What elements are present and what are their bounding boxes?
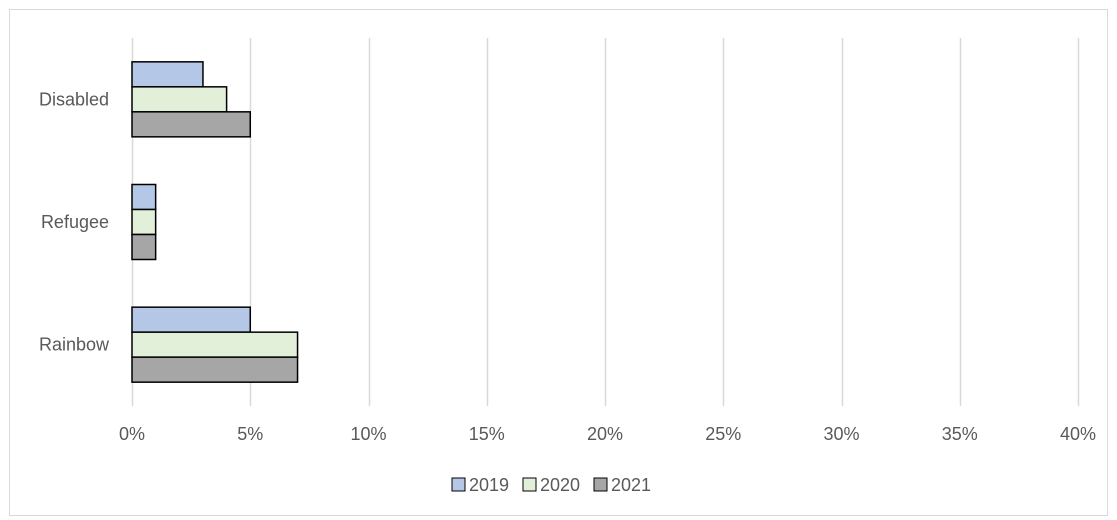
x-tick-label-20: 20% — [587, 424, 623, 444]
x-axis-tick-labels: 0% 5% 10% 15% 20% 25% 30% 35% 40% — [119, 424, 1096, 444]
x-tick-label-5: 5% — [237, 424, 263, 444]
bar-refugee-2021 — [131, 233, 157, 261]
x-tick-label-10: 10% — [350, 424, 386, 444]
category-label-disabled: Disabled — [39, 89, 109, 109]
category-labels: Disabled Refugee Rainbow — [39, 89, 110, 354]
bar-refugee-2019 — [131, 183, 157, 211]
bar-disabled-2019 — [131, 61, 204, 88]
x-tick-label-25: 25% — [705, 424, 741, 444]
legend-label-2021: 2021 — [611, 475, 651, 495]
category-label-refugee: Refugee — [41, 212, 109, 232]
bars — [131, 61, 299, 383]
legend-label-2019: 2019 — [469, 475, 509, 495]
legend-label-2020: 2020 — [540, 475, 580, 495]
category-label-rainbow: Rainbow — [39, 335, 110, 355]
bar-rainbow-2020 — [131, 331, 299, 358]
x-tick-label-35: 35% — [942, 424, 978, 444]
x-tick-label-40: 40% — [1060, 424, 1096, 444]
bar-disabled-2021 — [131, 111, 251, 138]
x-tick-label-15: 15% — [469, 424, 505, 444]
legend: 2019 2020 2021 — [451, 475, 651, 495]
bar-disabled-2020 — [131, 86, 228, 113]
legend-swatch-2019 — [451, 477, 466, 492]
x-tick-label-30: 30% — [823, 424, 859, 444]
legend-swatch-2020 — [522, 477, 537, 492]
bar-refugee-2020 — [131, 208, 157, 236]
legend-swatch-2021 — [593, 477, 608, 492]
x-tick-label-0: 0% — [119, 424, 145, 444]
bar-rainbow-2021 — [131, 356, 299, 383]
bar-rainbow-2019 — [131, 306, 251, 333]
